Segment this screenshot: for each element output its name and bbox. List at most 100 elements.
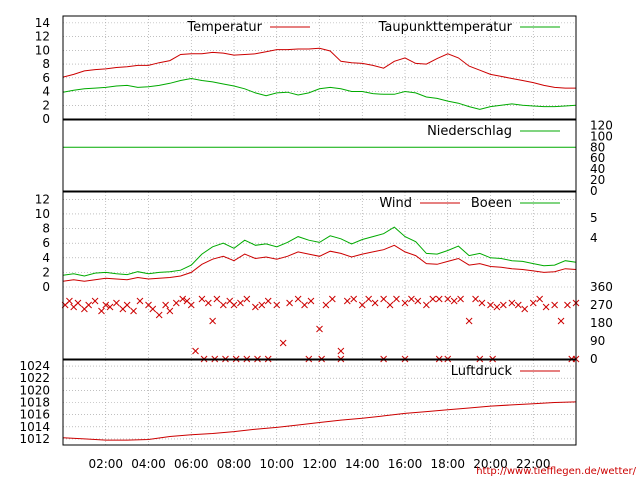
wind-direction-marker [204,299,212,307]
legend-label: Luftdruck [451,364,513,379]
x-tick-label: 22:00 [516,457,551,471]
y-tick-label: 1020 [19,383,50,397]
wind-direction-marker [551,301,558,309]
footer-url[interactable]: http://www.tiefflegen.de/wetter/ [476,466,636,477]
wind-direction-marker [294,295,302,303]
wind-direction-marker [514,301,522,309]
y-tick-label-right: 180 [590,316,613,330]
y-tick-label: 8 [42,57,50,71]
y-tick-label-right: 100 [590,129,613,143]
wind-direction-marker [209,317,216,325]
wind-direction-marker [243,295,251,303]
y-tick-label-right: 270 [590,298,613,312]
y-tick-label-right: 20 [590,173,605,187]
y-tick-label: 12 [35,192,50,206]
x-tick-label: 14:00 [345,457,380,471]
y-tick-label-right: 4 [590,231,598,245]
y-tick-label: 10 [35,207,50,221]
panel-frame-wind [62,191,577,360]
x-tick-label: 10:00 [259,457,294,471]
x-tick-label: 20:00 [473,457,508,471]
wind-direction-marker [316,325,323,333]
wind-direction-marker [74,299,82,307]
series-line-wind [62,244,577,282]
series-line-boeen [62,226,577,277]
y-tick-label: 8 [42,222,50,236]
wind-direction-marker [472,295,479,303]
wind-direction-marker [429,295,437,303]
wind-direction-marker [102,301,110,309]
y-tick-label: 0 [42,280,50,294]
wind-direction-marker [106,303,114,311]
wind-direction-marker [328,295,336,303]
wind-direction-marker [149,305,157,313]
y-tick-label: 12 [35,30,50,44]
y-tick-label: 0 [42,112,50,126]
y-tick-label: 1016 [19,408,50,422]
legend-label: Boeen [471,196,512,211]
wind-direction-marker [536,295,544,303]
wind-direction-marker [130,307,137,315]
wind-direction-marker [401,299,409,307]
wind-direction-marker [322,301,330,309]
wind-direction-marker [350,295,358,303]
wind-direction-marker [343,297,351,305]
wind-direction-marker [380,295,387,303]
panel-frame-temperature [62,15,577,120]
series-line-temperatur [62,47,576,89]
wind-direction-marker [542,303,550,311]
y-tick-label: 1018 [19,396,50,410]
wind-direction-marker [237,299,244,307]
y-tick-label-right: 0 [590,352,598,366]
wind-direction-marker [423,301,430,309]
wind-direction-marker [557,317,565,325]
wind-direction-marker [408,295,415,303]
y-tick-label: 6 [42,236,50,250]
wind-direction-marker [187,301,195,309]
grid-lines [63,16,576,445]
y-tick-label-right: 5 [590,211,598,225]
x-tick-label: 08:00 [217,457,252,471]
wind-direction-marker [172,299,180,307]
y-tick-label: 6 [42,71,50,85]
wind-direction-marker [487,301,494,309]
wind-direction-marker [337,347,345,355]
wind-direction-marker [66,297,73,305]
wind-direction-marker [286,299,293,307]
series-line-luftdruck [62,401,577,441]
wind-direction-marker [113,299,120,307]
wind-direction-marker [521,305,529,313]
wind-direction-marker [252,303,259,311]
x-tick-label: 16:00 [388,457,423,471]
y-tick-label-right: 120 [590,118,613,132]
y-tick-label: 14 [35,16,50,30]
legend-label: Taupunkttemperatur [378,20,513,35]
y-tick-label: 2 [42,265,50,279]
panel-frame-pressure [62,359,577,446]
y-tick-label-right: 40 [590,162,605,176]
wind-direction-marker [166,307,174,315]
wind-direction-marker [478,299,486,307]
wind-direction-marker [529,299,537,307]
wind-direction-marker [493,303,501,311]
wind-direction-marker [91,297,99,305]
wind-direction-marker [386,301,394,309]
wind-direction-marker [358,301,366,309]
wind-direction-marker [450,297,458,305]
wind-direction-marker [499,301,507,309]
y-tick-label: 1022 [19,371,50,385]
wind-direction-marker [230,301,238,309]
y-tick-label-right: 80 [590,140,605,154]
wind-direction-marker [393,295,400,303]
x-tick-label: 04:00 [131,457,166,471]
wind-direction-marker [192,347,199,355]
y-tick-label-right: 60 [590,151,605,165]
wind-direction-marker [444,295,452,303]
y-tick-label: 2 [42,98,50,112]
wind-direction-marker [198,295,206,303]
y-tick-label: 1024 [19,359,50,373]
wind-direction-marker [371,299,379,307]
y-tick-label-right: 360 [590,280,613,294]
wind-direction-marker [301,301,308,309]
